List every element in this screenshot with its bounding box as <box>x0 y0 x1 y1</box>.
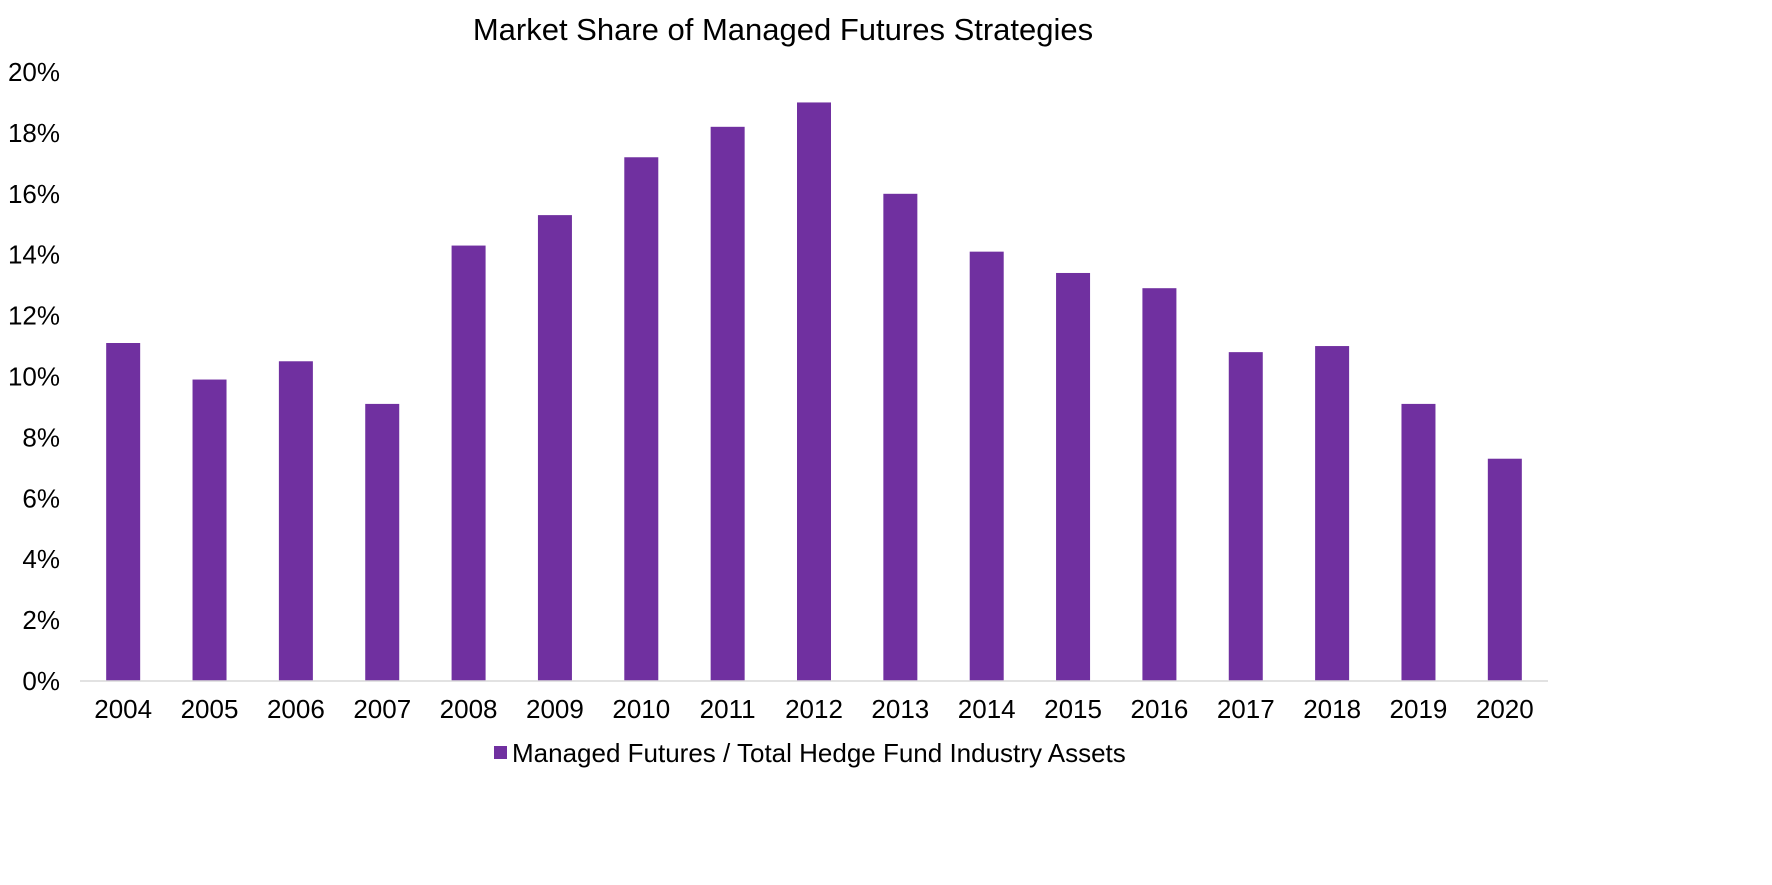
bar-2014 <box>969 251 1004 681</box>
x-tick-label: 2010 <box>612 694 670 724</box>
bar-2018 <box>1315 346 1350 681</box>
y-tick-label: 12% <box>8 301 60 331</box>
bar-2016 <box>1142 288 1177 681</box>
chart-title: Market Share of Managed Futures Strategi… <box>473 12 1093 47</box>
bar-2010 <box>624 157 659 681</box>
x-tick-label: 2012 <box>785 694 843 724</box>
x-tick-label: 2014 <box>958 694 1016 724</box>
x-tick-label: 2020 <box>1476 694 1534 724</box>
y-tick-label: 18% <box>8 118 60 148</box>
y-tick-label: 4% <box>22 544 60 574</box>
y-tick-label: 6% <box>22 483 60 513</box>
x-tick-label: 2011 <box>700 694 756 724</box>
bar-2019 <box>1401 403 1436 681</box>
bar-2009 <box>537 215 572 682</box>
x-tick-label: 2013 <box>871 694 929 724</box>
x-tick-label: 2008 <box>440 694 498 724</box>
bar-2006 <box>278 361 313 681</box>
bar-2012 <box>797 102 831 681</box>
x-tick-label: 2006 <box>267 694 325 724</box>
x-tick-label: 2007 <box>353 694 411 724</box>
x-axis: 2004 2005 2006 2007 2008 2009 2010 2011 2012 2013… <box>80 680 1548 724</box>
x-tick-label: 2009 <box>526 694 584 724</box>
y-tick-label: 2% <box>22 605 60 635</box>
bar-2008 <box>451 245 486 681</box>
y-tick-label: 16% <box>8 179 60 209</box>
bar-2007 <box>365 403 400 681</box>
x-tick-label: 2018 <box>1303 694 1361 724</box>
bar-2015 <box>1056 272 1091 681</box>
legend-swatch <box>494 746 507 759</box>
x-tick-label: 2017 <box>1217 694 1275 724</box>
x-tick-label: 2004 <box>94 694 152 724</box>
bar-2013 <box>883 193 918 682</box>
y-axis: 0% 2% 4% 6% 8% 10% 12% 14% 16% 18% 20% <box>8 57 60 696</box>
y-tick-label: 10% <box>8 362 60 392</box>
x-tick-label: 2005 <box>181 694 239 724</box>
bars-group <box>106 102 1522 682</box>
y-tick-label: 14% <box>8 240 60 270</box>
y-tick-label: 0% <box>22 666 60 696</box>
legend-label: Managed Futures / Total Hedge Fund Indus… <box>512 738 1126 768</box>
bar-2005 <box>192 379 227 681</box>
x-tick-label: 2015 <box>1044 694 1102 724</box>
bar-2017 <box>1228 352 1263 681</box>
x-tick-label: 2016 <box>1130 694 1188 724</box>
legend: Managed Futures / Total Hedge Fund Indus… <box>494 738 1126 768</box>
y-tick-label: 20% <box>8 57 60 87</box>
bar-2004 <box>106 343 141 681</box>
y-tick-label: 8% <box>22 422 60 452</box>
bar-2011 <box>710 126 745 681</box>
x-tick-label: 2019 <box>1390 694 1448 724</box>
bar-2020 <box>1487 458 1522 681</box>
